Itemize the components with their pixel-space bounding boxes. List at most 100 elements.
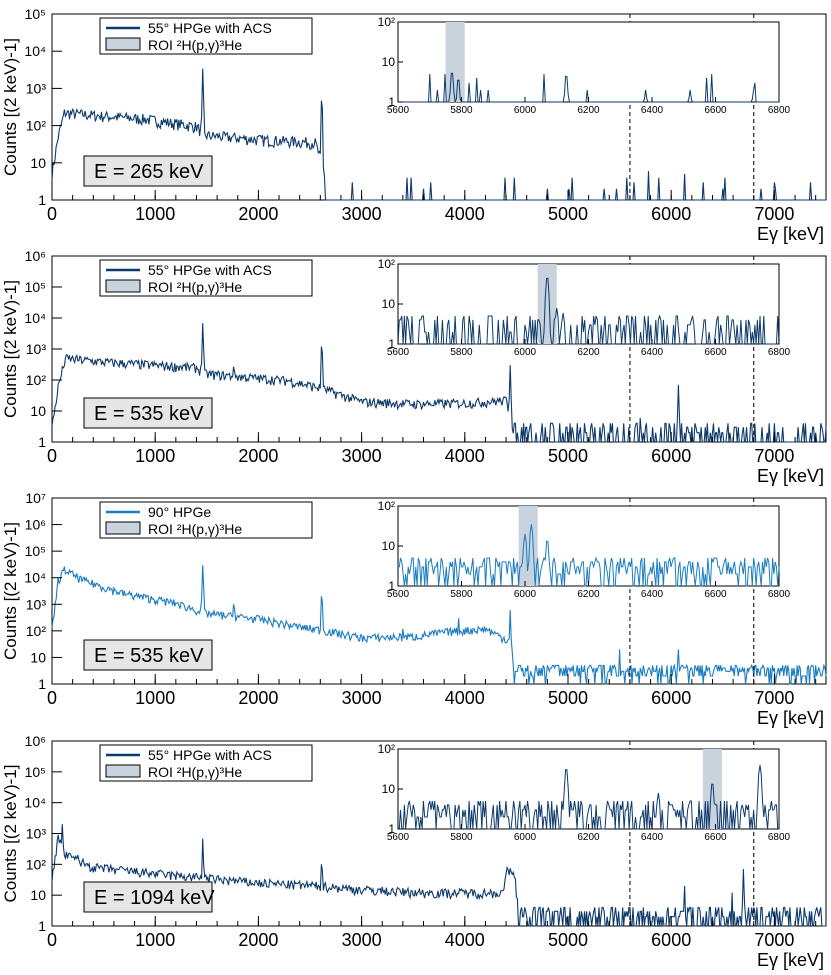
inset-y-tick-label: 1 <box>388 822 395 836</box>
inset-plot: 5600 5800 6000 6200 6400 6600 6800 1 10 10² <box>378 499 791 600</box>
y-tick-label: 10⁵ <box>25 764 46 780</box>
y-tick-label: 10⁴ <box>24 43 46 59</box>
x-tick-label: 3000 <box>342 688 382 708</box>
spectrum-panel-1: 0 1000 2000 3000 4000 5000 6000 7000 1 10 10² 10³ 10… <box>1 6 827 244</box>
x-tick-label: 2000 <box>238 688 278 708</box>
y-axis-label: Counts [(2 keV)-1] <box>1 280 20 418</box>
x-tick-label: 7000 <box>754 688 794 708</box>
legend-roi-label: ROI ²H(p,γ)³He <box>148 521 242 537</box>
beam-energy-box <box>83 155 213 187</box>
inset-x-tick-label: 5800 <box>450 832 473 843</box>
x-tick-label: 7000 <box>754 204 794 224</box>
x-axis-label: Eγ [keV] <box>757 950 824 970</box>
y-tick-label: 10 <box>30 155 46 171</box>
inset-x-tick-label: 6400 <box>641 105 664 116</box>
inset-x-tick-label: 6000 <box>514 832 537 843</box>
legend-roi-swatch <box>105 764 141 778</box>
x-tick-label: 2000 <box>238 204 278 224</box>
x-tick-label: 6000 <box>651 930 691 950</box>
spectrum-line <box>51 824 826 927</box>
inset-y-tick-label: 10² <box>378 15 395 29</box>
inset-x-tick-label: 6400 <box>641 589 664 600</box>
x-tick-label: 0 <box>47 204 57 224</box>
inset-x-tick-label: 6400 <box>641 832 664 843</box>
beam-energy-label: E = 1094 keV <box>94 887 215 909</box>
inset-roi-band <box>445 22 465 102</box>
y-tick-label: 10⁷ <box>25 490 46 506</box>
y-tick-label: 10⁵ <box>25 279 46 295</box>
inset-x-tick-label: 6200 <box>577 832 600 843</box>
y-tick-label: 10³ <box>26 80 47 96</box>
x-tick-label: 2000 <box>238 930 278 950</box>
x-tick-label: 7000 <box>754 446 794 466</box>
x-tick-label: 1000 <box>135 688 175 708</box>
x-tick-label: 5000 <box>548 688 588 708</box>
x-tick-label: 4000 <box>445 446 485 466</box>
legend-series-label: 90° HPGe <box>148 504 211 520</box>
inset-x-tick-label: 5800 <box>450 589 473 600</box>
inset-y-tick-label: 10² <box>378 499 395 513</box>
y-tick-label: 10³ <box>26 341 47 357</box>
inset-x-tick-label: 5600 <box>387 832 410 843</box>
beam-energy-box <box>83 397 213 429</box>
y-tick-label: 10⁴ <box>24 310 46 326</box>
inset-plot: 5600 5800 6000 6200 6400 6600 6800 1 10 10² <box>378 257 791 358</box>
inset-x-tick-label: 6200 <box>577 347 600 358</box>
y-tick-label: 10² <box>26 623 47 639</box>
x-tick-label: 1000 <box>135 446 175 466</box>
beam-energy-box <box>83 881 213 913</box>
x-axis-label: Eγ [keV] <box>757 224 824 244</box>
spectrum-panel-2: 0 1000 2000 3000 4000 5000 6000 7000 1 10 10² 10³ 10… <box>1 248 827 486</box>
legend-roi-label: ROI ²H(p,γ)³He <box>148 37 242 53</box>
x-axis-label: Eγ [keV] <box>757 466 824 486</box>
spectrum-line <box>51 323 827 443</box>
legend-series-label: 55° HPGe with ACS <box>148 747 272 763</box>
legend-roi-swatch <box>105 37 141 51</box>
y-axis-label: Counts [(2 keV)-1] <box>1 522 20 660</box>
inset-x-tick-label: 6800 <box>768 105 791 116</box>
x-tick-label: 3000 <box>342 930 382 950</box>
x-tick-label: 0 <box>47 930 57 950</box>
y-tick-label: 10⁶ <box>25 733 46 749</box>
inset-y-tick-label: 10 <box>382 297 396 311</box>
y-tick-label: 10² <box>26 856 47 872</box>
x-tick-label: 3000 <box>342 204 382 224</box>
inset-roi-band <box>518 506 538 586</box>
legend-roi-swatch <box>105 521 141 535</box>
inset-x-tick-label: 6800 <box>768 589 791 600</box>
x-tick-label: 4000 <box>445 688 485 708</box>
y-tick-label: 10⁶ <box>25 517 46 533</box>
legend-roi-label: ROI ²H(p,γ)³He <box>148 764 242 780</box>
x-tick-label: 4000 <box>445 204 485 224</box>
inset-plot: 5600 5800 6000 6200 6400 6600 6800 1 10 10² <box>378 15 791 116</box>
spectrum-panel-4: 0 1000 2000 3000 4000 5000 6000 7000 1 10 10² 10³ 10… <box>1 733 827 970</box>
y-tick-label: 10⁵ <box>25 543 46 559</box>
y-tick-label: 10 <box>30 887 46 903</box>
inset-x-tick-label: 6400 <box>641 347 664 358</box>
x-tick-label: 7000 <box>754 930 794 950</box>
x-tick-label: 2000 <box>238 446 278 466</box>
beam-energy-label: E = 535 keV <box>94 403 204 425</box>
spectrum-line <box>51 565 827 685</box>
inset-plot: 5600 5800 6000 6200 6400 6600 6800 1 10 10² <box>378 742 791 843</box>
beam-energy-label: E = 535 keV <box>94 645 204 667</box>
beam-energy-label: E = 265 keV <box>94 161 204 183</box>
inset-x-tick-label: 6800 <box>768 347 791 358</box>
legend-series-label: 55° HPGe with ACS <box>148 20 272 36</box>
inset-y-tick-label: 10 <box>382 539 396 553</box>
x-tick-label: 6000 <box>651 446 691 466</box>
inset-frame <box>397 505 780 587</box>
inset-x-tick-label: 6000 <box>514 105 537 116</box>
x-tick-label: 3000 <box>342 446 382 466</box>
spectrum-panel-3: 0 1000 2000 3000 4000 5000 6000 7000 1 10 10² 10³ 10… <box>1 490 827 728</box>
y-tick-label: 10 <box>30 649 46 665</box>
beam-energy-box <box>83 639 213 671</box>
inset-x-tick-label: 6800 <box>768 832 791 843</box>
y-tick-label: 10³ <box>26 596 47 612</box>
y-tick-label: 10⁴ <box>24 570 46 586</box>
x-tick-label: 0 <box>47 688 57 708</box>
y-axis-label: Counts [(2 keV)-1] <box>1 38 20 176</box>
y-tick-label: 10⁵ <box>25 6 46 22</box>
y-tick-label: 1 <box>38 676 46 692</box>
